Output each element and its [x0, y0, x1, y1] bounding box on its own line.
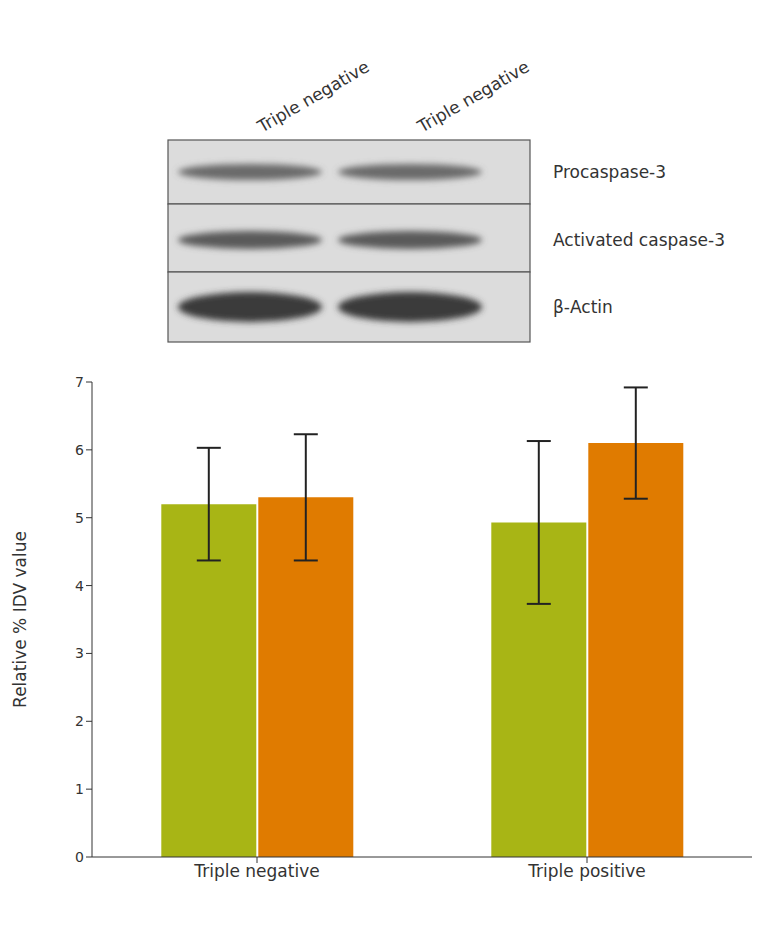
- svg-text:4: 4: [75, 578, 84, 594]
- svg-text:Triple negative: Triple negative: [193, 861, 319, 881]
- svg-text:Relative % IDV value: Relative % IDV value: [10, 531, 30, 708]
- svg-text:β-Actin: β-Actin: [553, 297, 613, 317]
- svg-text:1: 1: [75, 781, 84, 797]
- svg-text:2: 2: [75, 713, 84, 729]
- svg-text:5: 5: [75, 510, 84, 526]
- svg-text:7: 7: [75, 374, 84, 390]
- svg-text:Triple positive: Triple positive: [527, 861, 646, 881]
- svg-text:Triple negative: Triple negative: [253, 56, 372, 136]
- svg-text:Activated caspase-3: Activated caspase-3: [553, 230, 725, 250]
- svg-text:3: 3: [75, 645, 84, 661]
- svg-text:6: 6: [75, 442, 84, 458]
- svg-text:Triple negative: Triple negative: [413, 56, 532, 136]
- svg-text:Procaspase-3: Procaspase-3: [553, 162, 666, 182]
- svg-text:0: 0: [75, 849, 84, 865]
